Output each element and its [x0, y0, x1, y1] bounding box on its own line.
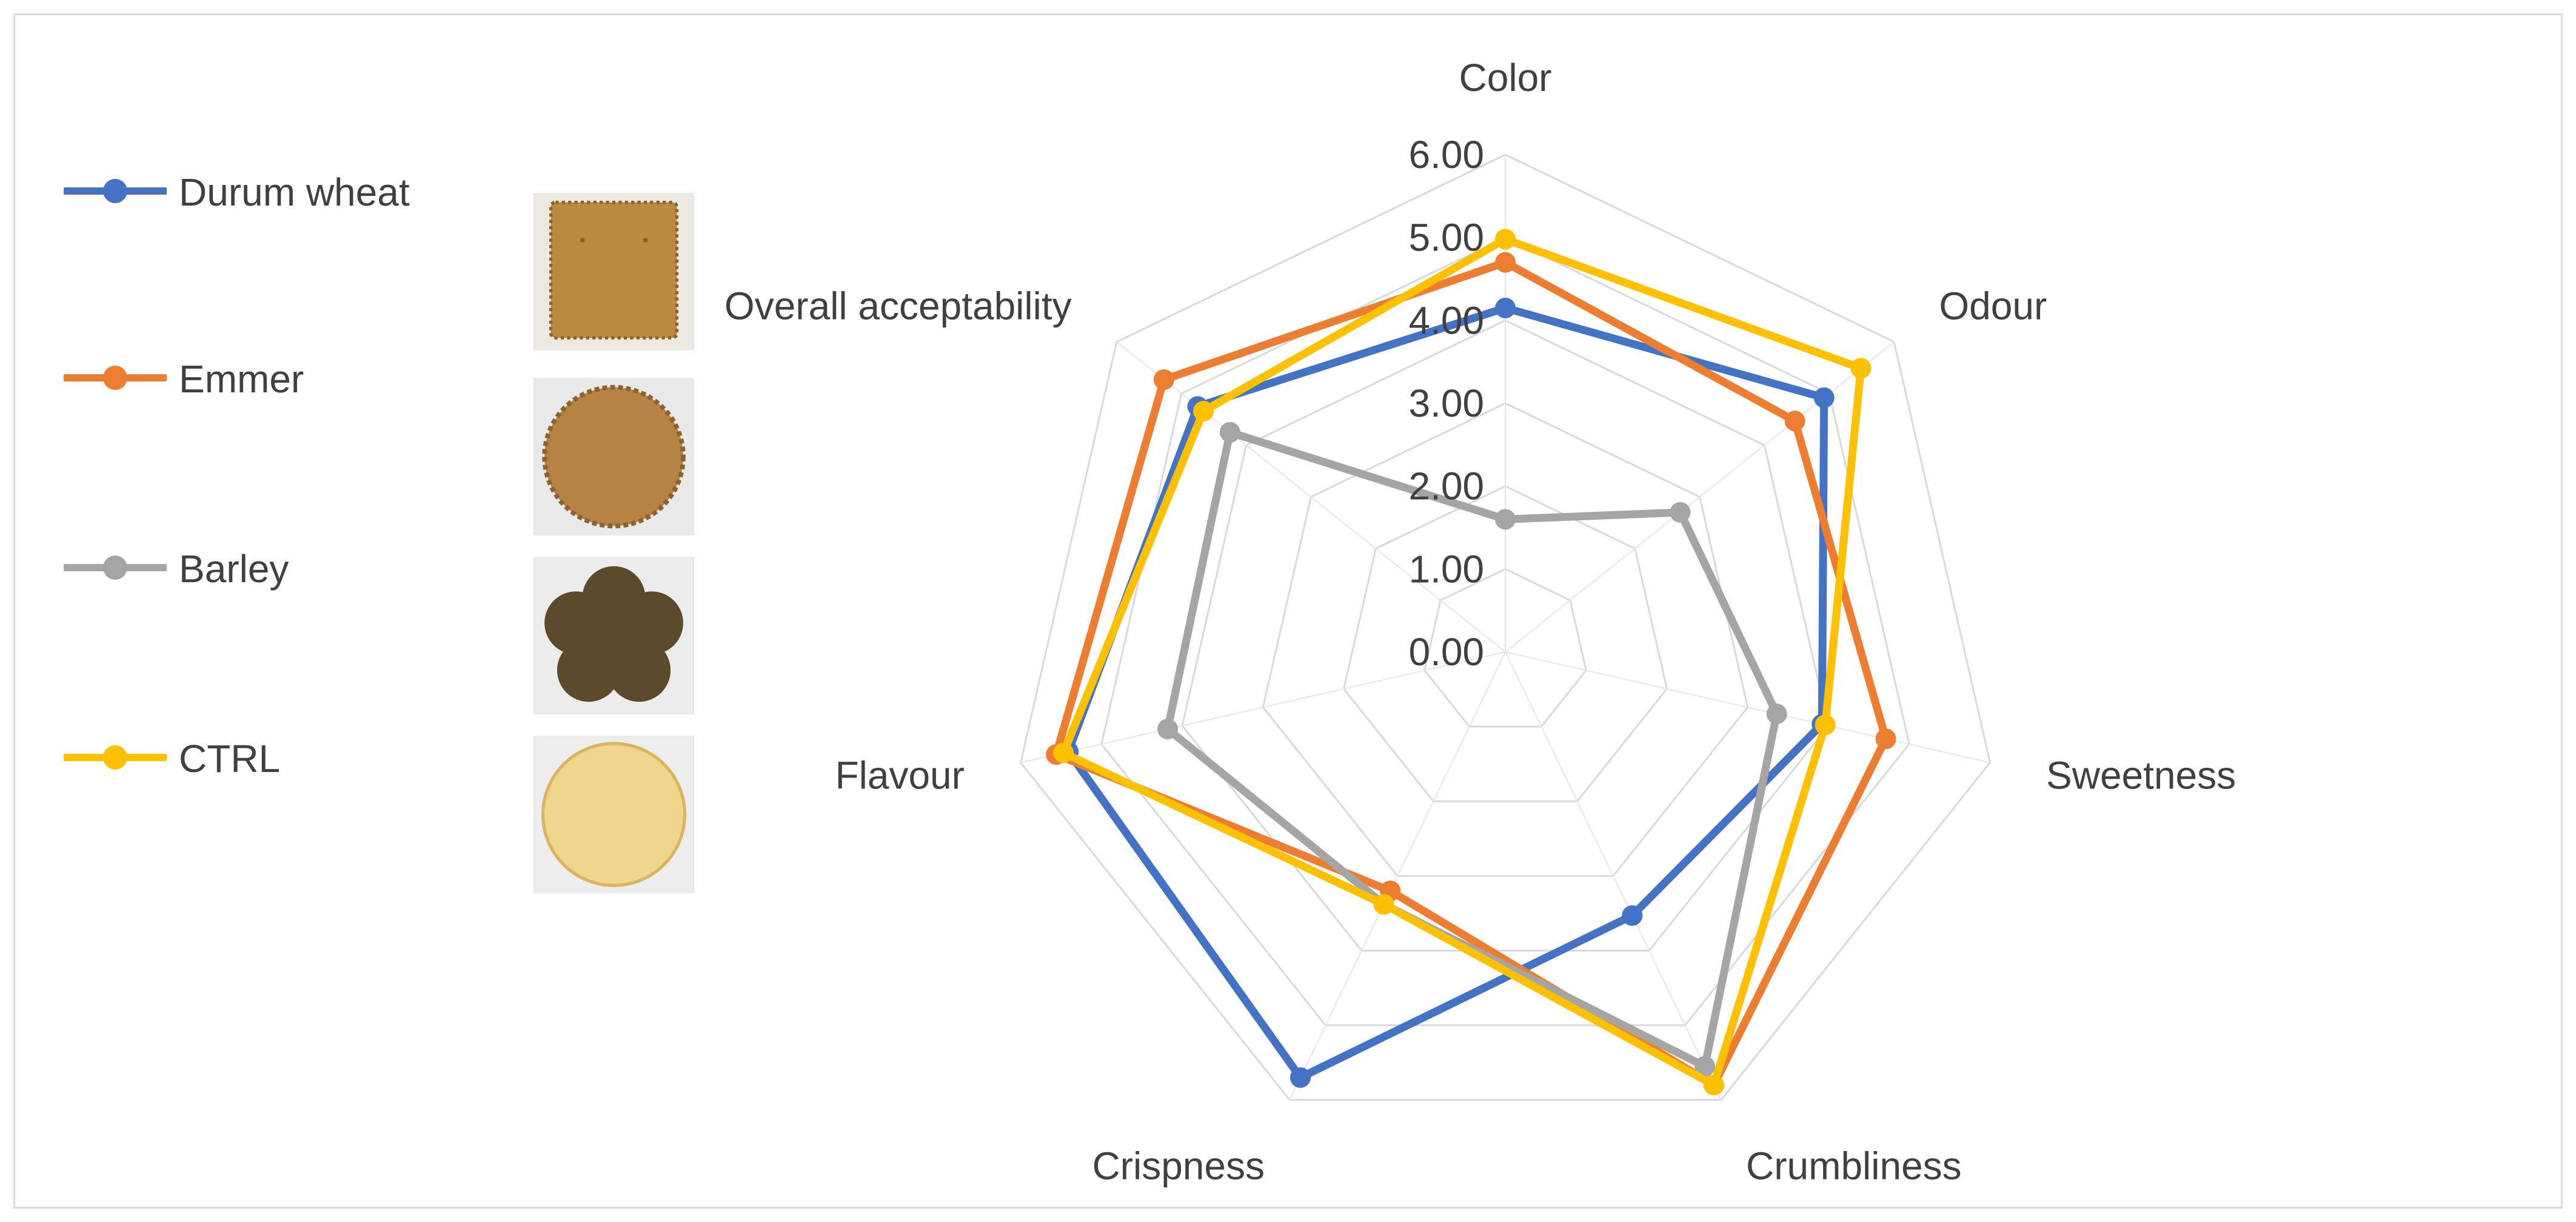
point-ctrl-color[interactable]	[1495, 229, 1516, 250]
axis-spoke-sweetness	[1505, 651, 1990, 764]
legend-label-ctrl: CTRL	[179, 737, 281, 781]
legend-item-ctrl[interactable]: CTRL	[64, 731, 488, 781]
legend-label-barley: Barley	[179, 547, 289, 591]
grid-ring-3	[1262, 402, 1749, 877]
point-barley-flavour[interactable]	[1157, 719, 1179, 740]
legend-item-barley[interactable]: Barley	[64, 542, 488, 591]
axis-label-crispness: Crispness	[1092, 1144, 1265, 1187]
axis-label-sweetness: Sweetness	[2046, 754, 2236, 797]
axis-label-overall-acceptability: Overall acceptability	[724, 284, 1072, 328]
series-line-ctrl	[1059, 235, 1865, 1089]
point-ctrl-overall-acceptability[interactable]	[1193, 400, 1214, 421]
point-ctrl-crumbliness[interactable]	[1703, 1075, 1724, 1096]
point-durum-wheat-color[interactable]	[1495, 297, 1516, 318]
legend-label-durum-wheat: Durum wheat	[179, 170, 410, 214]
axis-label-odour: Odour	[1939, 284, 2047, 328]
point-emmer-odour[interactable]	[1784, 411, 1805, 432]
tick-label-5: 5.00	[1408, 216, 1484, 260]
point-ctrl-crispness[interactable]	[1373, 894, 1394, 915]
legend-marker-emmer	[103, 366, 127, 390]
legend-marker-ctrl	[103, 745, 127, 770]
axis-label-flavour: Flavour	[835, 754, 965, 797]
legend-label-emmer: Emmer	[179, 357, 304, 401]
tick-label-6: 6.00	[1408, 133, 1484, 176]
point-barley-odour[interactable]	[1670, 502, 1691, 523]
point-ctrl-sweetness[interactable]	[1815, 714, 1836, 736]
axis-spoke-flavour	[1020, 651, 1506, 764]
point-emmer-color[interactable]	[1495, 252, 1516, 273]
point-ctrl-flavour[interactable]	[1053, 742, 1074, 764]
point-durum-wheat-odour[interactable]	[1813, 387, 1835, 408]
axis-label-crumbliness: Crumbliness	[1746, 1144, 1962, 1187]
series-line-durum-wheat	[1064, 304, 1828, 1082]
tick-label-0: 0.00	[1408, 630, 1484, 674]
legend-item-durum-wheat[interactable]: Durum wheat	[64, 165, 488, 214]
tick-label-1: 1.00	[1408, 547, 1484, 591]
axis-label-color: Color	[1459, 56, 1552, 99]
point-emmer-sweetness[interactable]	[1875, 728, 1896, 750]
series-line-barley	[1163, 428, 1781, 1070]
point-emmer-overall-acceptability[interactable]	[1153, 369, 1174, 390]
durum-wheat-biscuit-photo	[534, 193, 694, 351]
point-barley-crumbliness[interactable]	[1694, 1056, 1716, 1077]
chart-frame	[13, 13, 2563, 1209]
point-ctrl-odour[interactable]	[1850, 358, 1872, 379]
tick-label-3: 3.00	[1408, 381, 1484, 425]
legend-marker-durum-wheat	[103, 179, 127, 203]
grid-ring-2	[1342, 485, 1668, 802]
tick-label-2: 2.00	[1408, 465, 1484, 508]
point-durum-wheat-crumbliness[interactable]	[1622, 905, 1643, 926]
point-barley-color[interactable]	[1495, 509, 1516, 530]
tick-label-4: 4.00	[1408, 298, 1484, 342]
grid-ring-4	[1181, 319, 1830, 952]
barley-biscuit-photo	[534, 557, 694, 714]
axis-spoke-crumbliness	[1505, 651, 1722, 1101]
emmer-biscuit-photo	[534, 378, 694, 535]
grid-ring-6	[1019, 153, 1992, 1101]
grid-ring-5	[1100, 237, 1910, 1027]
point-durum-wheat-crispness[interactable]	[1290, 1067, 1311, 1088]
legend-marker-barley	[103, 556, 127, 580]
legend-item-emmer[interactable]: Emmer	[64, 352, 488, 401]
grid-ring-1	[1423, 568, 1587, 728]
axis-spoke-overall-acceptability	[1116, 341, 1506, 653]
axis-spoke-crispness	[1289, 651, 1506, 1101]
ctrl-biscuit-photo	[534, 736, 694, 893]
point-barley-sweetness[interactable]	[1766, 703, 1787, 725]
point-barley-overall-acceptability[interactable]	[1219, 421, 1240, 443]
